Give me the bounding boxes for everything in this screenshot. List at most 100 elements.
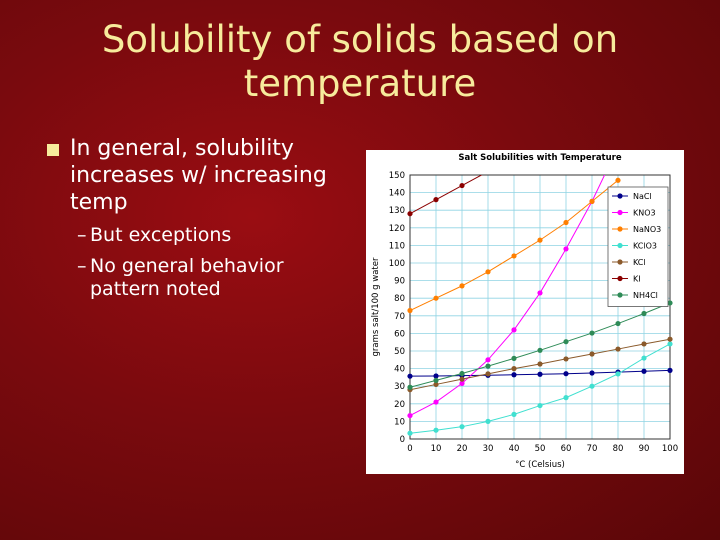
y-tick-label: 30: [394, 382, 405, 392]
plot-frame: [409, 174, 671, 440]
data-point-nacl: [563, 371, 569, 377]
sub-bullet-text: But exceptions: [90, 224, 232, 246]
data-point-nacl: [433, 373, 439, 379]
data-point-kcl: [667, 336, 673, 342]
y-tick-label: 90: [394, 277, 405, 287]
x-tick-label: 50: [535, 444, 546, 454]
data-point-kcl: [511, 366, 517, 372]
data-point-kcl: [589, 351, 595, 357]
y-tick-label: 80: [394, 294, 405, 304]
data-point-nh4cl: [485, 363, 491, 369]
y-tick-label: 70: [394, 312, 405, 322]
data-point-nh4cl: [667, 300, 673, 306]
data-point-kclo3: [589, 383, 595, 389]
slide-title-line-1: Solubility of solids based on: [101, 18, 619, 61]
legend-swatch-marker: [617, 193, 623, 199]
data-point-kcl: [615, 346, 621, 352]
y-tick-label: 100: [389, 259, 405, 269]
data-point-nano3: [615, 177, 621, 183]
legend-swatch-marker: [617, 226, 623, 232]
y-tick-label: 120: [389, 224, 405, 234]
data-point-nano3: [485, 269, 491, 275]
data-point-kno3: [407, 412, 413, 419]
legend-swatch-marker: [617, 209, 623, 216]
data-point-nacl: [511, 372, 517, 378]
legend-swatch-marker: [617, 242, 623, 249]
dash-bullet-icon: –: [77, 224, 87, 246]
y-tick-label: 50: [394, 347, 405, 357]
data-point-kcl: [459, 376, 465, 382]
legend-swatch-marker: [617, 275, 623, 282]
data-point-kclo3: [485, 418, 491, 424]
legend-label-kno3: KNO3: [633, 209, 656, 218]
x-tick-label: 0: [407, 444, 412, 454]
x-tick-label: 80: [613, 444, 624, 454]
data-point-nh4cl: [537, 347, 543, 353]
bullet-list: In general, solubility increases w/ incr…: [45, 135, 345, 301]
data-point-kno3: [485, 357, 491, 363]
data-point-kcl: [563, 356, 569, 362]
data-point-nano3: [459, 283, 465, 289]
data-point-kno3: [433, 399, 439, 405]
x-tick-label: 30: [483, 444, 494, 454]
data-point-nano3: [407, 307, 413, 314]
legend-label-nano3: NaNO3: [633, 225, 661, 234]
data-point-kno3: [459, 380, 465, 386]
legend-label-nacl: NaCl: [633, 192, 652, 201]
data-point-nh4cl: [459, 370, 465, 377]
bullet-main-text: In general, solubility increases w/ incr…: [70, 136, 327, 215]
legend-swatch-marker: [617, 292, 623, 298]
slide-title-line-2: temperature: [243, 62, 477, 105]
data-point-kno3: [537, 290, 543, 296]
data-point-kcl: [537, 361, 543, 367]
data-point-kclo3: [407, 430, 413, 436]
data-point-nh4cl: [433, 377, 439, 383]
x-tick-label: 10: [431, 444, 442, 454]
data-point-kcl: [433, 381, 439, 388]
data-point-nh4cl: [615, 320, 621, 327]
x-tick-label: 60: [561, 444, 572, 454]
sub-bullet: – No general behavior pattern noted: [45, 255, 345, 301]
y-tick-label: 140: [389, 189, 405, 199]
y-tick-label: 60: [394, 329, 405, 339]
x-axis-label: °C (Celsius): [515, 460, 565, 470]
data-point-nh4cl: [407, 384, 413, 390]
data-point-nacl: [641, 368, 647, 374]
legend-label-kcl: KCl: [633, 258, 646, 267]
sub-bullet: – But exceptions: [45, 224, 345, 247]
data-point-kcl: [641, 341, 647, 347]
data-point-nacl: [667, 367, 673, 373]
dash-bullet-icon: –: [77, 255, 87, 277]
x-tick-label: 90: [639, 444, 650, 454]
legend-label-ki: KI: [633, 275, 641, 284]
data-point-nano3: [563, 219, 569, 226]
y-tick-label: 130: [389, 206, 405, 216]
data-point-ki: [407, 211, 413, 217]
data-point-nh4cl: [589, 330, 595, 336]
data-point-kclo3: [667, 341, 673, 347]
solubility-chart: Salt Solubilities with Temperature 0 10 20 3…: [371, 153, 678, 470]
y-tick-label: 0: [400, 435, 405, 445]
x-tick-label: 70: [587, 444, 598, 454]
x-tick-label: 100: [662, 444, 678, 454]
chart-title: Salt Solubilities with Temperature: [458, 153, 622, 163]
data-point-nacl: [537, 371, 543, 377]
legend-swatch-marker: [617, 259, 623, 265]
sub-bullet-text: No general behavior pattern noted: [90, 255, 284, 300]
y-axis-label: grams salt/100 g water: [371, 257, 381, 356]
data-point-kclo3: [433, 427, 439, 433]
y-tick-label: 150: [389, 171, 405, 181]
x-tick-label: 20: [457, 444, 468, 454]
data-point-kclo3: [563, 395, 569, 401]
slide-title: Solubility of solids based on temperatur…: [0, 18, 720, 106]
data-point-nano3: [589, 198, 595, 204]
data-point-kclo3: [537, 402, 543, 409]
data-point-kno3: [563, 246, 569, 252]
data-point-kclo3: [641, 355, 647, 361]
y-tick-label: 40: [394, 365, 405, 375]
legend-label-kclo3: KClO3: [633, 242, 657, 251]
data-point-nacl: [407, 373, 413, 379]
y-tick-label: 10: [394, 417, 405, 427]
data-point-nh4cl: [641, 310, 647, 317]
chart-panel: Salt Solubilities with Temperature 0 10 20 3…: [366, 150, 684, 474]
